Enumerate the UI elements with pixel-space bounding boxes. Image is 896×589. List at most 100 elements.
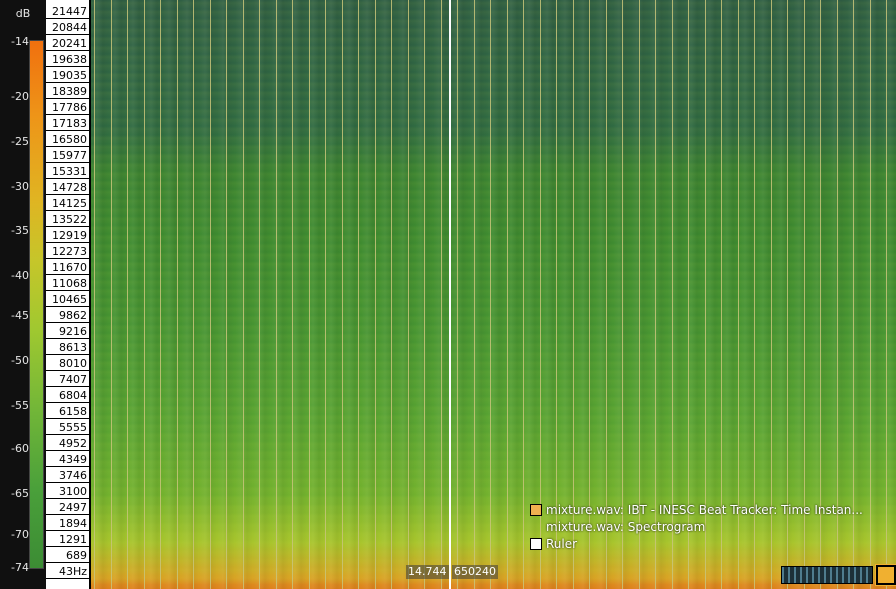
- spectrogram-harmonic-bands: [91, 0, 896, 589]
- frequency-label: 6158: [46, 404, 89, 419]
- beat-marker-line: [144, 0, 145, 589]
- beat-marker-line: [705, 0, 706, 589]
- frequency-label: 3746: [46, 468, 89, 483]
- frequency-label: 20844: [46, 20, 89, 35]
- frequency-label: 14728: [46, 180, 89, 195]
- beat-marker-line: [259, 0, 260, 589]
- legend-item-ruler[interactable]: Ruler: [530, 536, 850, 553]
- beat-marker-line: [160, 0, 161, 589]
- overview-strip[interactable]: [781, 566, 873, 584]
- db-label: -35: [11, 224, 29, 237]
- legend-item-spectrogram[interactable]: mixture.wav: Spectrogram: [530, 519, 850, 536]
- frequency-label: 13522: [46, 212, 89, 227]
- frequency-label: 10465: [46, 292, 89, 307]
- beat-marker-line: [523, 0, 524, 589]
- beat-marker-line: [325, 0, 326, 589]
- layer-swatch-icon: [530, 538, 542, 550]
- frequency-label: 5555: [46, 420, 89, 435]
- active-layer-toggle-icon[interactable]: [876, 565, 896, 585]
- beat-marker-line: [177, 0, 178, 589]
- beat-marker-line: [540, 0, 541, 589]
- frequency-label: 15977: [46, 148, 89, 163]
- beat-marker-line: [276, 0, 277, 589]
- db-label: -65: [11, 487, 29, 500]
- frequency-label: 18389: [46, 84, 89, 99]
- beat-marker-line: [94, 0, 95, 589]
- beat-marker-line: [292, 0, 293, 589]
- frequency-label: 6804: [46, 388, 89, 403]
- beat-marker-line: [688, 0, 689, 589]
- db-label: -20: [11, 90, 29, 103]
- beat-marker-line: [672, 0, 673, 589]
- beat-marker-line: [441, 0, 442, 589]
- frequency-label: 3100: [46, 484, 89, 499]
- frequency-label: 12273: [46, 244, 89, 259]
- frequency-label: 17183: [46, 116, 89, 131]
- beat-marker-line: [787, 0, 788, 589]
- beat-marker-line: [853, 0, 854, 589]
- db-color-bar: [29, 40, 44, 569]
- beat-marker-line: [309, 0, 310, 589]
- db-label: -30: [11, 180, 29, 193]
- frequency-label: 19638: [46, 52, 89, 67]
- db-unit-label: dB: [15, 7, 31, 20]
- db-label: -74: [11, 561, 29, 574]
- beat-marker-line: [457, 0, 458, 589]
- legend-item-beat-tracker[interactable]: mixture.wav: IBT - INESC Beat Tracker: T…: [530, 502, 863, 519]
- frequency-label: 12919: [46, 228, 89, 243]
- beat-marker-line: [837, 0, 838, 589]
- beat-marker-line: [111, 0, 112, 589]
- beat-marker-line: [870, 0, 871, 589]
- frequency-label: 4349: [46, 452, 89, 467]
- spectrogram-texture: [91, 0, 896, 589]
- beat-marker-line: [474, 0, 475, 589]
- beat-marker-line: [342, 0, 343, 589]
- frequency-label: 19035: [46, 68, 89, 83]
- layer-swatch-icon: [530, 504, 542, 516]
- beat-marker-line: [210, 0, 211, 589]
- frequency-label: 17786: [46, 100, 89, 115]
- frame-readout: 650240: [452, 565, 498, 579]
- spectrogram-view[interactable]: [91, 0, 896, 589]
- db-label: -55: [11, 399, 29, 412]
- beat-marker-line: [226, 0, 227, 589]
- frequency-label: 9862: [46, 308, 89, 323]
- layer-legend: mixture.wav: IBT - INESC Beat Tracker: T…: [530, 502, 863, 553]
- beat-marker-line: [490, 0, 491, 589]
- beat-marker-line: [507, 0, 508, 589]
- beat-marker-line: [243, 0, 244, 589]
- beat-marker-line: [193, 0, 194, 589]
- frequency-label: 7407: [46, 372, 89, 387]
- beat-marker-line: [606, 0, 607, 589]
- db-label: -25: [11, 135, 29, 148]
- beat-marker-line: [771, 0, 772, 589]
- beat-marker-line: [639, 0, 640, 589]
- scale-divider: [89, 0, 91, 589]
- frequency-label: 2497: [46, 500, 89, 515]
- frequency-label: 21447: [46, 4, 89, 19]
- frequency-label: 8613: [46, 340, 89, 355]
- beat-marker-line: [655, 0, 656, 589]
- beat-marker-line: [754, 0, 755, 589]
- beat-marker-line: [738, 0, 739, 589]
- legend-label: mixture.wav: IBT - INESC Beat Tracker: T…: [546, 503, 863, 517]
- frequency-label: 9216: [46, 324, 89, 339]
- legend-label: mixture.wav: Spectrogram: [546, 520, 706, 534]
- beat-marker-line: [358, 0, 359, 589]
- legend-label: Ruler: [546, 537, 578, 551]
- beat-marker-line: [573, 0, 574, 589]
- frequency-label: 4952: [46, 436, 89, 451]
- frequency-label: 14125: [46, 196, 89, 211]
- beat-marker-line: [424, 0, 425, 589]
- frequency-scale-panel: 21447 20844 20241 19638 19035 18389 17786 17183…: [46, 0, 90, 589]
- beat-marker-line: [622, 0, 623, 589]
- frequency-label: 11068: [46, 276, 89, 291]
- beat-marker-line: [375, 0, 376, 589]
- beat-marker-line: [886, 0, 887, 589]
- frequency-label: 1291: [46, 532, 89, 547]
- playhead[interactable]: [449, 0, 451, 589]
- beat-marker-line: [391, 0, 392, 589]
- frequency-label: 8010: [46, 356, 89, 371]
- db-label: -14: [11, 35, 29, 48]
- beat-marker-line: [804, 0, 805, 589]
